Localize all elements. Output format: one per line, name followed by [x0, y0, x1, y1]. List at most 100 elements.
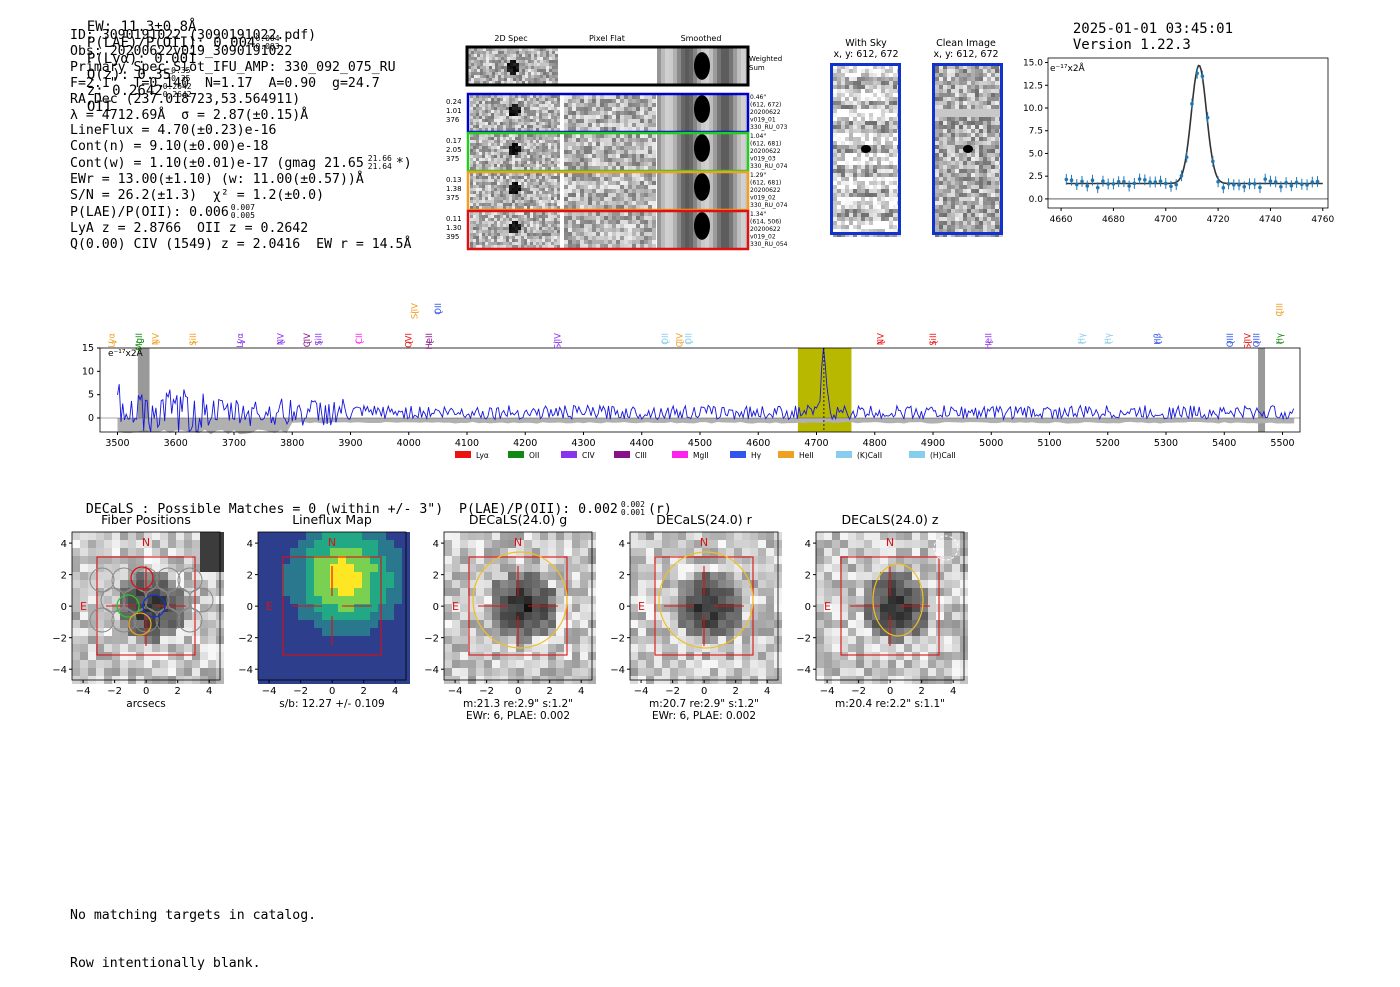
noise-pixel	[479, 200, 482, 203]
sky-pixel	[849, 121, 853, 125]
sky-pixel	[971, 209, 975, 213]
noise-pixel	[498, 75, 501, 78]
noise-pixel	[491, 155, 494, 158]
noise-pixel	[506, 95, 509, 98]
noise-pixel	[648, 158, 652, 162]
noise-pixel	[500, 95, 503, 98]
noise-pixel	[636, 115, 640, 119]
noise-pixel	[596, 146, 600, 150]
noise-pixel	[620, 244, 624, 248]
sky-pixel	[995, 77, 999, 81]
noise-pixel	[506, 110, 509, 113]
noise-pixel	[500, 104, 503, 107]
sky-pixel	[881, 133, 885, 137]
noise-pixel	[521, 149, 524, 152]
noise-pixel	[494, 122, 497, 125]
sky-pixel	[881, 221, 885, 225]
noise-pixel	[545, 152, 548, 155]
image-pixel	[192, 652, 200, 660]
sky-pixel	[873, 217, 877, 221]
image-pixel	[258, 540, 266, 548]
sky-pixel	[959, 141, 963, 145]
line-id-brace: {	[425, 340, 434, 345]
noise-pixel	[624, 123, 628, 127]
smooth-stripe	[713, 134, 717, 170]
noise-pixel	[533, 236, 536, 239]
noise-pixel	[640, 127, 644, 131]
sky-pixel	[849, 161, 853, 165]
sky-pixel	[935, 137, 939, 141]
noise-pixel	[608, 127, 612, 131]
noise-pixel	[616, 173, 620, 177]
sky-pixel	[889, 157, 893, 161]
noise-pixel	[624, 185, 628, 189]
noise-pixel	[554, 233, 557, 236]
sky-pixel	[991, 185, 995, 189]
sky-pixel	[983, 141, 987, 145]
noise-pixel	[636, 181, 640, 185]
noise-pixel	[518, 167, 521, 170]
noise-pixel	[600, 201, 604, 205]
noise-pixel	[494, 98, 497, 101]
noise-pixel	[584, 107, 588, 111]
sky-pixel	[845, 145, 849, 149]
noise-pixel	[542, 173, 545, 176]
line-id-brace: {	[1244, 340, 1253, 345]
noise-pixel	[548, 143, 551, 146]
sky-pixel	[955, 209, 959, 213]
noise-pixel	[624, 201, 628, 205]
noise-pixel	[604, 236, 608, 240]
sky-pixel	[833, 89, 837, 93]
noise-pixel	[620, 173, 624, 177]
noise-pixel	[551, 194, 554, 197]
sky-pixel	[935, 125, 939, 129]
noise-pixel	[640, 95, 644, 99]
noise-pixel	[533, 110, 536, 113]
noise-pixel	[476, 98, 479, 101]
noise-pixel	[527, 236, 530, 239]
noise-pixel	[492, 51, 495, 54]
sky-pixel	[939, 113, 943, 117]
noise-pixel	[476, 200, 479, 203]
noise-pixel	[509, 224, 512, 227]
image-pixel	[152, 532, 160, 540]
noise-pixel	[640, 216, 644, 220]
noise-pixel	[518, 134, 521, 137]
noise-pixel	[530, 125, 533, 128]
noise-pixel	[524, 140, 527, 143]
legend-label: Hγ	[751, 451, 762, 460]
noise-pixel	[497, 239, 500, 242]
noise-pixel	[482, 125, 485, 128]
noise-pixel	[648, 189, 652, 193]
info-line: ID: 3090191022 (3090191022.pdf)	[70, 28, 460, 44]
noise-pixel	[542, 239, 545, 242]
noise-pixel	[620, 224, 624, 228]
sky-pixel	[987, 129, 991, 133]
sky-pixel	[837, 105, 841, 109]
noise-pixel	[552, 69, 555, 72]
noise-pixel	[608, 107, 612, 111]
sky-pixel	[833, 201, 837, 205]
sky-pixel	[971, 69, 975, 73]
noise-pixel	[584, 134, 588, 138]
noise-pixel	[522, 75, 525, 78]
noise-pixel	[536, 104, 539, 107]
sky-pixel	[971, 81, 975, 85]
image-pixel	[96, 668, 104, 676]
sky-pixel	[947, 169, 951, 173]
sky-pixel	[983, 153, 987, 157]
image-pixel	[258, 564, 266, 572]
noise-pixel	[497, 176, 500, 179]
sky-pixel	[833, 133, 837, 137]
smooth-stripe	[741, 48, 745, 84]
sky-pixel	[943, 157, 947, 161]
noise-pixel	[470, 101, 473, 104]
noise-pixel	[488, 227, 491, 230]
legend-swatch	[778, 451, 794, 458]
noise-pixel	[512, 227, 515, 230]
sky-pixel	[987, 213, 991, 217]
sky-pixel	[877, 213, 881, 217]
noise-pixel	[522, 63, 525, 66]
noise-pixel	[491, 194, 494, 197]
image-pixel	[184, 644, 192, 652]
